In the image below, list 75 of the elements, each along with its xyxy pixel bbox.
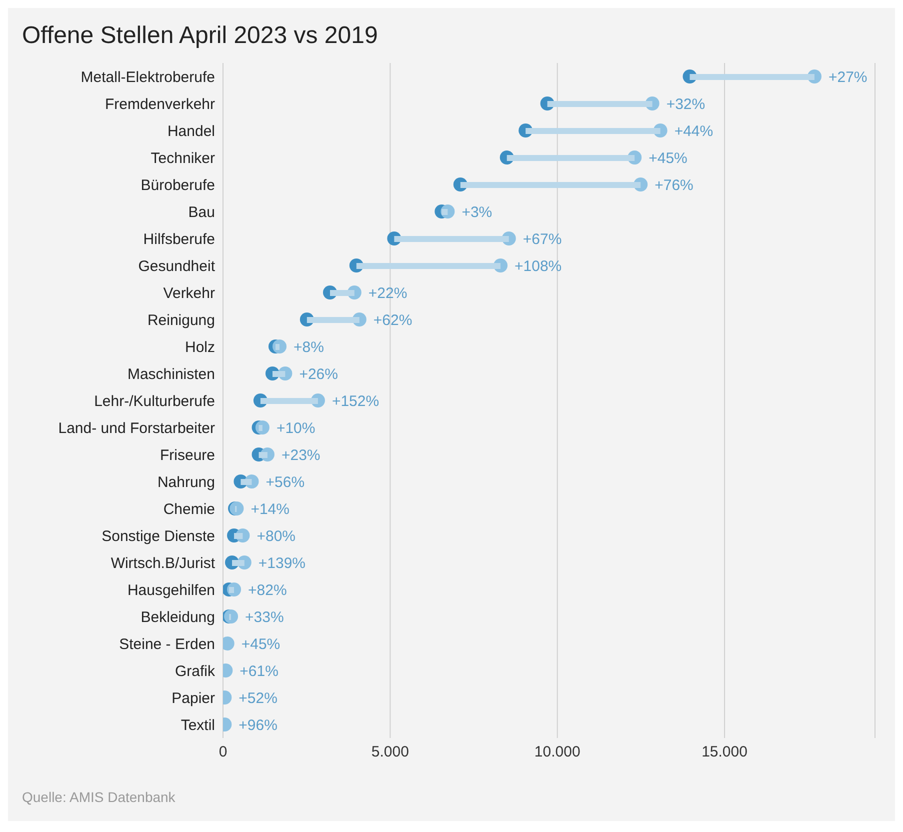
annotation: +8% — [294, 338, 324, 356]
bar — [258, 425, 262, 431]
bar — [690, 74, 814, 80]
annotation: +62% — [373, 312, 412, 329]
bar — [258, 452, 268, 458]
y-tick-label: Land- und Forstarbeiter — [58, 420, 215, 437]
annotation: +80% — [256, 528, 296, 545]
bar — [306, 317, 360, 323]
annotation: +139% — [258, 554, 306, 572]
y-tick-label: Techniker — [150, 150, 215, 167]
y-tick-label: Papier — [172, 690, 216, 707]
annotation: +32% — [666, 96, 706, 113]
annotation: +96% — [238, 716, 278, 734]
y-tick-label: Bekleidung — [140, 608, 215, 626]
chart-title: Offene Stellen April 2023 vs 2019 — [21, 21, 379, 51]
bar — [442, 209, 448, 215]
y-tick-label: Wirtsch.B/Jurist — [110, 554, 216, 572]
bar — [229, 587, 234, 593]
annotation: +45% — [648, 150, 688, 167]
bar — [260, 398, 318, 404]
annotation: +56% — [266, 474, 305, 491]
y-tick-label: Metall-Elektroberufe — [80, 68, 215, 86]
y-tick-label: Verkehr — [163, 284, 215, 302]
annotation: +14% — [250, 500, 290, 518]
y-tick-label: Textil — [180, 716, 215, 734]
annotation: +10% — [276, 420, 316, 437]
bar — [275, 344, 280, 350]
bar — [526, 128, 660, 134]
bar — [272, 371, 286, 377]
annotation: +82% — [248, 582, 287, 599]
bar — [356, 263, 501, 269]
x-tick-label: 0 — [218, 744, 228, 761]
y-tick-label: Sonstige Dienste — [102, 528, 215, 545]
bar — [234, 533, 243, 539]
bar — [547, 101, 652, 107]
y-tick-label: Handel — [167, 122, 215, 140]
x-tick-label: 5.000 — [371, 744, 409, 761]
annotation: +33% — [245, 608, 284, 626]
y-tick-label: Lehr-/Kulturberufe — [94, 392, 215, 410]
annotation: +152% — [332, 392, 380, 410]
bar — [506, 155, 635, 161]
y-tick-label: Maschinisten — [127, 366, 215, 383]
y-tick-label: Gesundheit — [138, 258, 216, 275]
y-tick-label: Nahrung — [157, 474, 215, 491]
y-tick-label: Friseure — [160, 446, 215, 464]
annotation: +108% — [514, 258, 562, 275]
annotation: +76% — [654, 176, 694, 194]
annotation: +3% — [462, 204, 492, 221]
annotation: +45% — [241, 636, 280, 653]
y-tick-label: Holz — [184, 338, 215, 356]
annotation: +27% — [828, 68, 868, 86]
annotation: +52% — [238, 690, 278, 707]
y-tick-label: Grafik — [174, 662, 216, 680]
annotation: +23% — [281, 446, 320, 464]
annotation: +61% — [240, 662, 278, 680]
y-tick-label: Reinigung — [147, 312, 215, 329]
y-tick-label: Büroberufe — [140, 176, 215, 194]
bar — [394, 236, 509, 242]
y-tick-label: Steine - Erden — [119, 636, 215, 653]
bar — [232, 560, 244, 566]
y-tick-label: Hausgehilfen — [127, 582, 215, 599]
x-tick-label: 10.000 — [534, 744, 580, 761]
y-tick-label: Fremdenverkehr — [104, 96, 215, 113]
annotation: +22% — [368, 284, 408, 302]
bar — [240, 479, 252, 485]
y-tick-label: Chemie — [163, 500, 215, 518]
y-tick-label: Hilfsberufe — [143, 230, 215, 248]
bar — [330, 290, 354, 296]
annotation: +67% — [522, 230, 562, 248]
x-tick-label: 15.000 — [702, 744, 748, 761]
bar — [460, 182, 641, 188]
y-tick-label: Bau — [188, 204, 215, 221]
annotation: +26% — [299, 366, 338, 383]
annotation: +44% — [674, 122, 714, 140]
source-note: Quelle: AMIS Datenbank — [21, 788, 176, 807]
